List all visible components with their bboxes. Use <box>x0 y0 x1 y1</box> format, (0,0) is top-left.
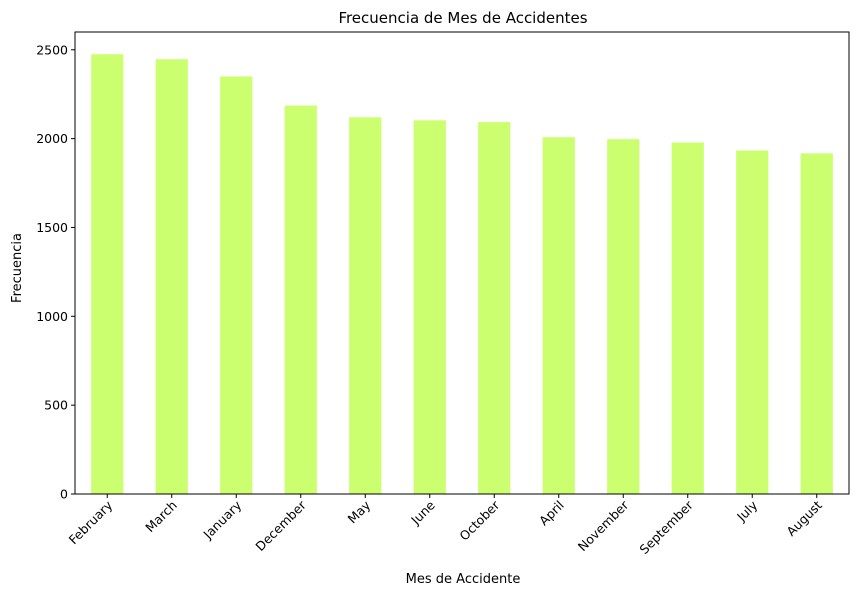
x-axis-label: Mes de Accidente <box>406 572 521 587</box>
x-tick-label: February <box>66 497 116 547</box>
x-tick-label: January <box>200 497 245 542</box>
x-tick-label: May <box>344 497 373 526</box>
x-tick-label: June <box>407 497 438 528</box>
y-axis-label: Frecuencia <box>10 233 25 303</box>
y-tick-label: 0 <box>60 487 68 502</box>
x-tick-label: November <box>575 497 632 554</box>
bar-february <box>91 54 124 494</box>
y-tick-label: 1500 <box>36 220 68 235</box>
y-axis-ticks: 0 500 1000 1500 2000 2500 <box>36 42 75 502</box>
y-tick-label: 500 <box>44 398 68 413</box>
bar-april <box>542 137 575 494</box>
plot-frame <box>74 31 850 495</box>
x-tick-label: March <box>142 498 180 536</box>
x-tick-label: July <box>733 497 761 525</box>
bar-august <box>800 153 833 495</box>
x-tick-label: October <box>456 497 503 544</box>
bar-january <box>220 76 253 494</box>
bar-may <box>349 117 382 495</box>
bar-september <box>671 142 704 495</box>
bars-group <box>91 54 833 495</box>
bar-march <box>155 59 188 495</box>
x-tick-label: September <box>636 497 696 557</box>
x-tick-label: April <box>536 498 567 529</box>
y-tick-label: 2000 <box>36 131 68 146</box>
bar-july <box>736 150 769 495</box>
x-tick-label: August <box>783 497 825 539</box>
x-axis-ticks: February March January December May June Octob… <box>66 494 825 557</box>
bar-november <box>607 139 640 494</box>
bar-june <box>413 120 446 494</box>
bar-december <box>284 105 317 495</box>
chart-title: Frecuencia de Mes de Accidentes <box>338 9 587 27</box>
bar-october <box>478 122 511 494</box>
y-tick-label: 1000 <box>36 309 68 324</box>
y-tick-label: 2500 <box>36 42 68 57</box>
x-tick-label: December <box>252 497 309 554</box>
